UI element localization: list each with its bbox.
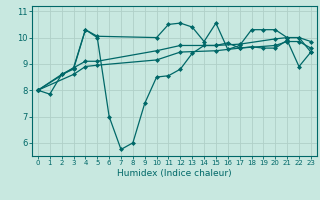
X-axis label: Humidex (Indice chaleur): Humidex (Indice chaleur) bbox=[117, 169, 232, 178]
